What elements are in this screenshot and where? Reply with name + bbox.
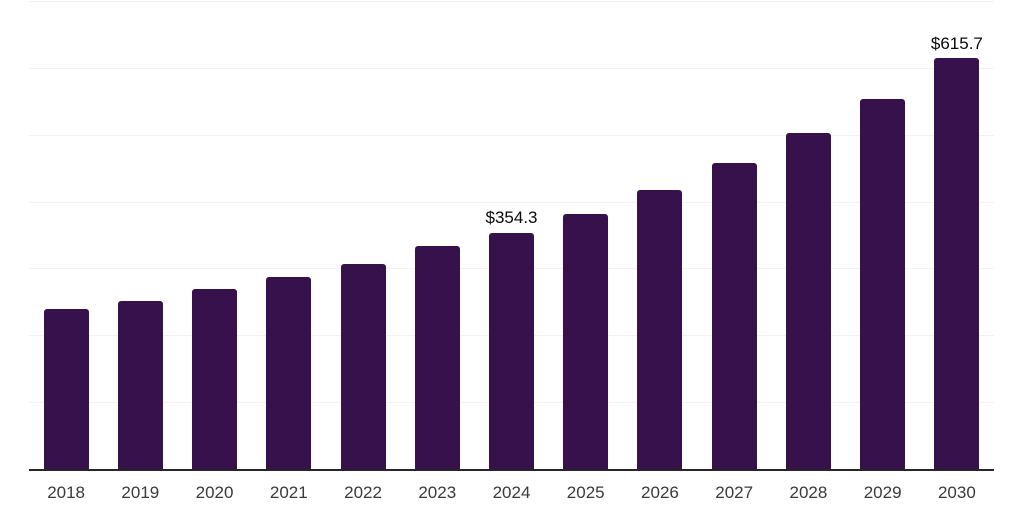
gridline-500 bbox=[29, 134, 994, 136]
gridline-600 bbox=[29, 67, 994, 69]
x-tick-2027: 2027 bbox=[715, 483, 754, 502]
bar-2020 bbox=[192, 289, 238, 470]
bar-2024 bbox=[489, 233, 534, 470]
gridline-400 bbox=[29, 201, 994, 203]
x-tick-2029: 2029 bbox=[863, 483, 902, 502]
bar-2023 bbox=[414, 246, 460, 470]
bar-2019 bbox=[117, 300, 163, 470]
x-tick-2025: 2025 bbox=[566, 483, 605, 502]
bar-2025 bbox=[563, 213, 609, 470]
x-tick-2030: 2030 bbox=[937, 483, 976, 502]
bar-2026 bbox=[637, 189, 683, 470]
bar-2027 bbox=[711, 163, 757, 470]
x-tick-2022: 2022 bbox=[344, 483, 382, 502]
x-axis-labels: 2018 2019 2020 2021 2022 2023 2024 2025 2026 2027… bbox=[29, 483, 994, 507]
x-tick-2026: 2026 bbox=[641, 483, 679, 502]
x-tick-2028: 2028 bbox=[789, 483, 828, 502]
value-label-2024: $354.3 bbox=[485, 208, 538, 228]
x-tick-2024: 2024 bbox=[492, 483, 531, 502]
bar-2029 bbox=[860, 98, 906, 470]
bar-2030 bbox=[934, 58, 980, 470]
bar-2018 bbox=[43, 308, 89, 470]
x-tick-2019: 2019 bbox=[121, 483, 160, 502]
value-label-2030: $615.7 bbox=[930, 33, 983, 53]
x-tick-2023: 2023 bbox=[418, 483, 457, 502]
bar-2021 bbox=[266, 277, 312, 470]
x-tick-2020: 2020 bbox=[195, 483, 234, 502]
bar-2022 bbox=[340, 263, 386, 470]
plot-area: $354.3 $615.7 bbox=[29, 1, 994, 470]
x-tick-2021: 2021 bbox=[269, 483, 308, 502]
bar-2028 bbox=[785, 133, 831, 470]
x-axis-line bbox=[29, 469, 994, 471]
gridline-700 bbox=[29, 1, 994, 2]
x-tick-2018: 2018 bbox=[47, 483, 86, 502]
